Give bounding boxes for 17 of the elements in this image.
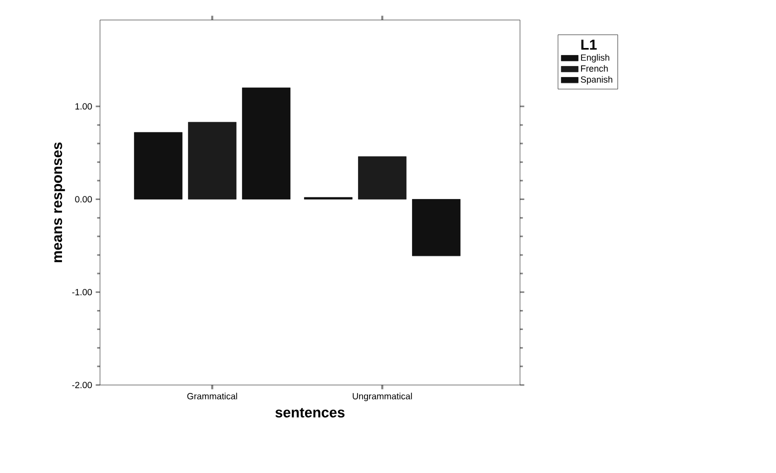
legend-label: Spanish <box>580 76 612 84</box>
x-tick-label: Grammatical <box>187 392 238 400</box>
y-axis-title: means responses <box>54 142 65 262</box>
bar <box>242 88 290 200</box>
y-tick-label: 0.00 <box>75 196 92 202</box>
legend-label: English <box>581 54 610 62</box>
legend-label: French <box>581 65 608 72</box>
legend-title: L1 <box>581 40 597 50</box>
y-tick-label: 1.00 <box>75 103 92 110</box>
bar <box>134 132 182 200</box>
bar <box>412 199 460 256</box>
bar <box>188 122 236 200</box>
x-axis-title: sentences <box>275 408 344 418</box>
y-tick-label: -2.00 <box>72 382 92 388</box>
bar <box>358 156 406 200</box>
x-tick-label: Ungrammatical <box>352 392 412 402</box>
y-tick-label: -1.00 <box>72 288 92 296</box>
